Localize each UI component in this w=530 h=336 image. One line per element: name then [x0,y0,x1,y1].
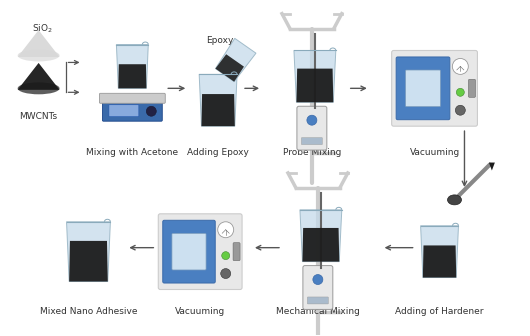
Circle shape [452,58,469,74]
FancyBboxPatch shape [297,106,327,150]
FancyBboxPatch shape [396,57,450,120]
Text: Mixing with Acetone: Mixing with Acetone [86,148,179,157]
Polygon shape [421,226,458,278]
Polygon shape [17,63,59,90]
FancyBboxPatch shape [307,297,328,304]
Text: Vacuuming: Vacuuming [175,307,225,317]
Polygon shape [423,245,456,278]
FancyBboxPatch shape [158,214,242,290]
Ellipse shape [17,82,59,94]
FancyBboxPatch shape [233,243,240,261]
Text: Epoxy: Epoxy [206,36,234,45]
Text: Mechanical Mixing: Mechanical Mixing [276,307,360,317]
Text: Adding of Hardener: Adding of Hardener [395,307,484,317]
Polygon shape [199,74,237,126]
Circle shape [146,106,156,116]
FancyBboxPatch shape [392,50,478,126]
FancyBboxPatch shape [109,105,139,117]
Text: Adding Epoxy: Adding Epoxy [187,148,249,157]
Polygon shape [117,44,148,88]
Polygon shape [118,64,146,88]
Circle shape [220,268,231,279]
Polygon shape [294,50,336,102]
FancyBboxPatch shape [303,265,333,309]
Polygon shape [303,228,339,262]
Circle shape [456,88,464,96]
Polygon shape [201,94,235,126]
FancyBboxPatch shape [405,70,440,107]
Text: Probe Mixing: Probe Mixing [282,148,341,157]
Polygon shape [67,222,110,282]
Polygon shape [300,210,342,262]
FancyBboxPatch shape [469,79,475,97]
FancyBboxPatch shape [302,138,322,144]
Text: MWCNTs: MWCNTs [20,112,58,121]
Polygon shape [215,38,256,82]
Polygon shape [489,163,495,170]
Polygon shape [69,241,108,282]
FancyBboxPatch shape [102,101,162,121]
Circle shape [218,222,234,238]
Polygon shape [17,30,59,57]
Text: Vacuuming: Vacuuming [410,148,460,157]
Text: SiO$_2$: SiO$_2$ [32,23,53,35]
Circle shape [222,252,229,260]
Circle shape [307,115,317,125]
Circle shape [455,105,465,115]
FancyBboxPatch shape [172,233,206,270]
Ellipse shape [17,49,59,61]
Polygon shape [215,54,244,82]
Circle shape [313,275,323,285]
Ellipse shape [447,195,462,205]
FancyBboxPatch shape [163,220,215,283]
Polygon shape [296,69,333,102]
Text: Mixed Nano Adhesive: Mixed Nano Adhesive [40,307,137,317]
FancyBboxPatch shape [100,93,165,103]
